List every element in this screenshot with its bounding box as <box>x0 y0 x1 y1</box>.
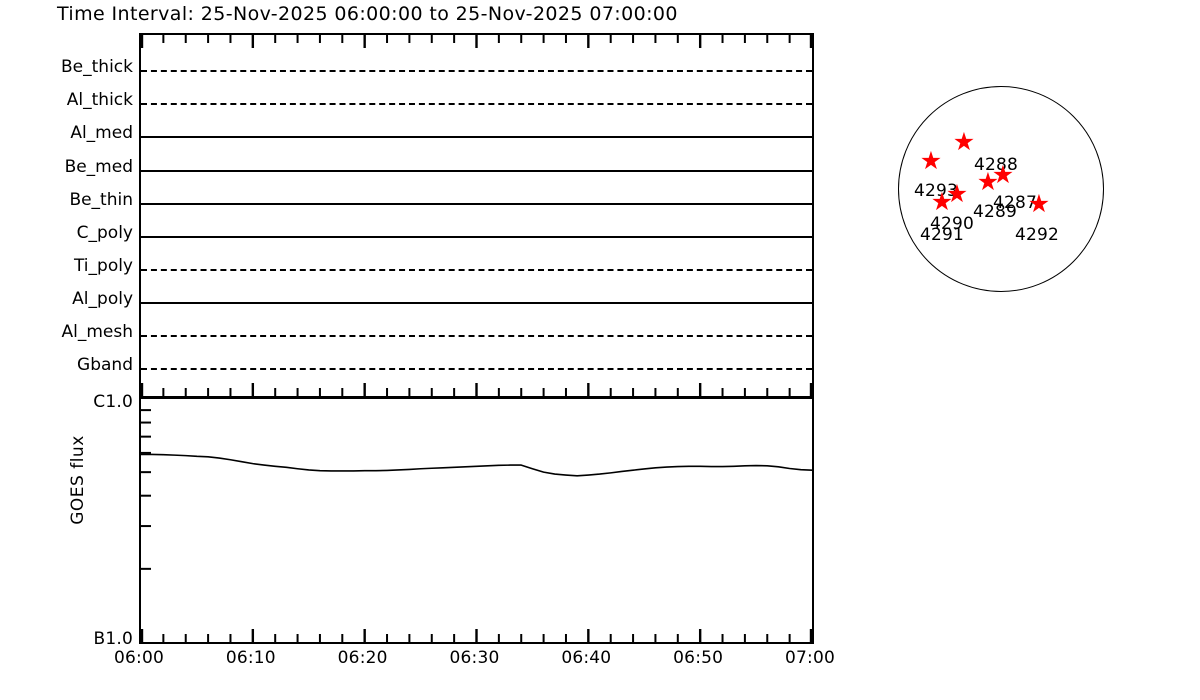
filter-line-al_poly <box>141 302 812 304</box>
y-axis-title: GOES flux <box>68 435 88 525</box>
filter-label-al_poly: Al_poly <box>72 289 133 309</box>
filter-line-al_med <box>141 136 812 138</box>
active-region-star-4291: ★ <box>930 187 954 216</box>
solar-limb-circle <box>898 86 1104 292</box>
filter-label-ti_poly: Ti_poly <box>73 256 133 276</box>
active-region-label-4293: 4293 <box>914 181 959 201</box>
filter-line-c_poly <box>141 236 812 238</box>
active-region-star-4293: ★ <box>919 146 943 175</box>
filter-label-al_thick: Al_thick <box>66 90 133 110</box>
active-region-star-4288: ★ <box>952 127 976 156</box>
x-tick-label-0610: 06:10 <box>225 648 276 668</box>
filter-availability-panel <box>139 33 814 398</box>
active-region-star-4287: ★ <box>991 160 1015 189</box>
x-tick-label-0640: 06:40 <box>561 648 612 668</box>
filter-line-be_thin <box>141 203 812 205</box>
y-tick-label-c1: C1.0 <box>93 392 133 412</box>
active-region-label-4287: 4287 <box>993 193 1038 213</box>
filter-line-al_mesh <box>141 335 812 337</box>
x-tick-label-0700: 07:00 <box>785 648 835 668</box>
x-tick-label-0620: 06:20 <box>337 648 388 668</box>
active-region-label-4288: 4288 <box>974 155 1019 175</box>
active-region-label-4289: 4289 <box>973 202 1018 222</box>
filter-line-be_thick <box>141 70 812 72</box>
active-region-label-4290: 4290 <box>930 214 975 234</box>
active-region-star-4289: ★ <box>976 167 1000 196</box>
goes-flux-curve <box>141 453 813 477</box>
x-tick-label-0650: 06:50 <box>673 648 724 668</box>
y-tick-label-b1: B1.0 <box>93 629 133 649</box>
filter-panel-bottom-axis-ticks <box>140 383 813 396</box>
goes-flux-x-axis-ticks <box>140 629 813 642</box>
goes-flux-y-axis-ticks <box>141 409 151 570</box>
filter-line-gband <box>141 368 812 370</box>
filter-line-al_thick <box>141 103 812 105</box>
filter-label-c_poly: C_poly <box>76 223 133 243</box>
filter-label-gband: Gband <box>77 355 133 375</box>
active-region-star-4292: ★ <box>1027 189 1051 218</box>
active-region-label-4291: 4291 <box>920 225 965 245</box>
goes-flux-panel <box>139 397 814 644</box>
x-tick-label-0630: 06:30 <box>449 648 500 668</box>
filter-label-al_med: Al_med <box>70 123 133 143</box>
solar-disk-panel: ★ 4288 ★ 4293 ★ 4287 ★ 4289 ★ 4290 ★ 4291 ★ 4292 <box>860 60 1160 350</box>
page-title: Time Interval: 25-Nov-2025 06:00:00 to 2… <box>57 3 678 25</box>
filter-line-be_med <box>141 170 812 172</box>
filter-line-ti_poly <box>141 269 812 271</box>
filter-label-al_mesh: Al_mesh <box>61 322 133 342</box>
filter-panel-top-axis-ticks <box>140 35 813 48</box>
active-region-label-4292: 4292 <box>1015 225 1060 245</box>
filter-label-be_thin: Be_thin <box>69 190 133 210</box>
filter-label-be_thick: Be_thick <box>61 57 133 77</box>
x-tick-label-0600: 06:00 <box>114 648 164 668</box>
filter-label-be_med: Be_med <box>64 157 133 177</box>
active-region-star-4290: ★ <box>945 179 969 208</box>
